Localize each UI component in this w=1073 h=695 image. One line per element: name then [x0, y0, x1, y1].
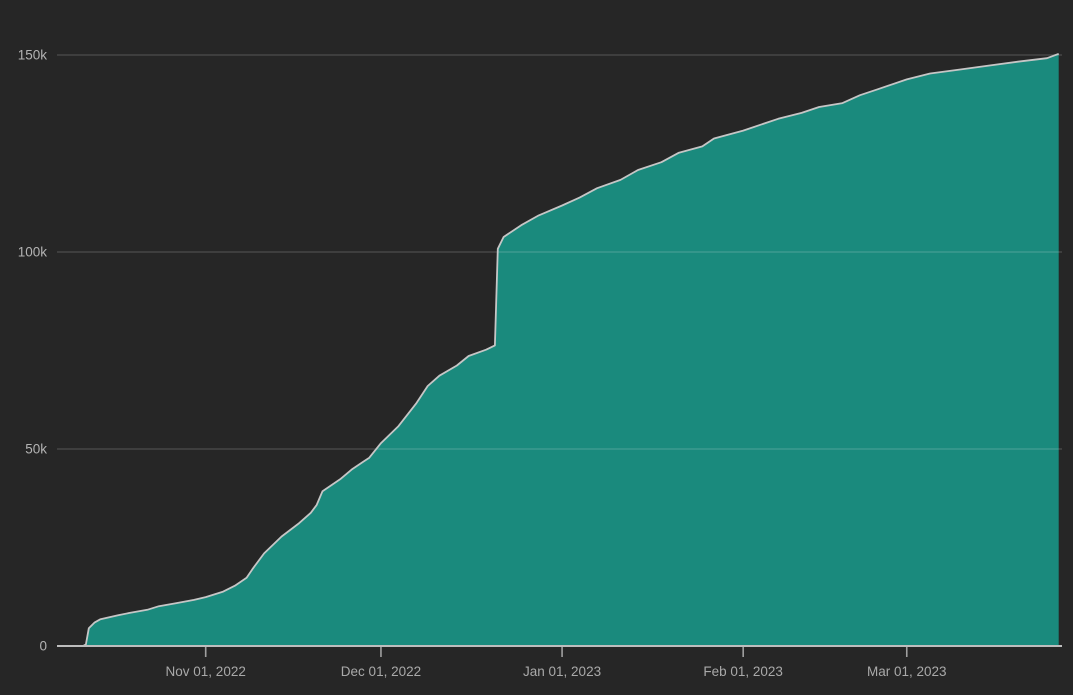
x-tick-label-mar-01-2023: Mar 01, 2023: [867, 664, 947, 679]
y-tick-label-0: 0: [39, 639, 47, 654]
series-line: [82, 52, 1060, 647]
x-tick-label-nov-01-2022: Nov 01, 2022: [166, 664, 246, 679]
y-tick-label-50k: 50k: [25, 442, 47, 457]
y-tick-label-150k: 150k: [18, 48, 48, 63]
y-tick-label-100k: 100k: [18, 245, 48, 260]
x-tick-label-feb-01-2023: Feb 01, 2023: [703, 664, 783, 679]
x-tick-label-jan-01-2023: Jan 01, 2023: [523, 664, 601, 679]
area-fill-path: [83, 53, 1059, 647]
x-tick-label-dec-01-2022: Dec 01, 2022: [341, 664, 421, 679]
